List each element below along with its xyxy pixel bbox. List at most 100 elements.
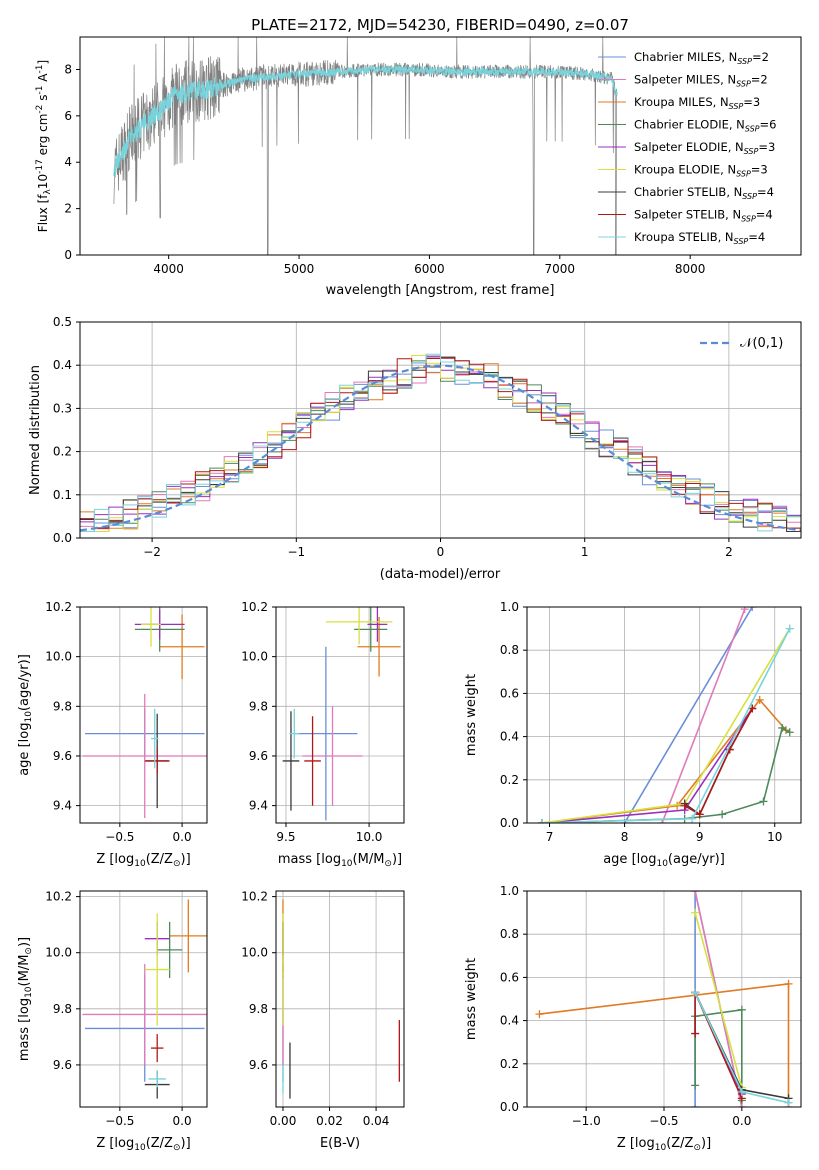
z-mass-point-salpeter-stelib [150, 1034, 164, 1063]
figure-title: PLATE=2172, MJD=54230, FIBERID=0490, z=0… [251, 16, 629, 34]
z-mass-point-chabrier-elodie [157, 921, 183, 978]
panel-age-weight: 7 8 9 10 0.0 0.2 0.4 0.6 0.8 1.0 age [log10​(age/y… [464, 600, 802, 869]
age-weight-ytick-label: 0.0 [500, 816, 519, 830]
mass-age-ytick-label: 10.2 [241, 600, 268, 614]
spectrum-ylabel: Flux [fλ​10-17​ erg cm-2​ s-1​ A-1​] [35, 60, 53, 232]
z-mass-ytick-label: 10.0 [45, 946, 72, 960]
z-weight-series-kroupa-stelib-marker [784, 1098, 793, 1107]
mass-age-data [282, 607, 401, 821]
panel-ebv-mass: 0.00 0.02 0.04 9.6 9.8 10.0 10.2 E(B-V) [241, 890, 405, 1151]
age-weight-xtick-label: 10 [767, 830, 782, 844]
z-weight-ytick-label: 0.0 [500, 1100, 519, 1114]
z-age-xtick-label: 0.0 [173, 830, 192, 844]
ebv-mass-ytick-label: 9.6 [249, 1058, 268, 1072]
age-weight-xtick-label: 8 [621, 830, 629, 844]
age-weight-frame [526, 606, 802, 824]
spectrum-xtick-label: 8000 [675, 262, 706, 276]
age-weight-ytick-label: 0.6 [500, 686, 519, 700]
z-mass-frame [79, 890, 208, 1108]
z-mass-grid [80, 891, 207, 1107]
z-weight-series-chabrier-elodie-line [694, 1008, 743, 1101]
mass-age-point-kroupa-miles [357, 616, 401, 677]
residuals-gaussian-curve [79, 364, 802, 532]
mass-age-ytick-label: 9.8 [249, 699, 268, 713]
z-weight-series-kroupa-elodie-marker [691, 908, 700, 917]
z-weight-ticks: −1.0 −0.5 0.0 0.0 0.2 0.4 0.6 0.8 1.0 [500, 884, 751, 1128]
z-mass-point-kroupa-stelib [148, 1070, 166, 1088]
mass-age-xtick-label: 9.5 [276, 830, 295, 844]
mass-age-xlabel: mass [log10​(M/M⊙​)] [278, 852, 402, 869]
z-age-ytick-label: 9.4 [53, 799, 72, 813]
age-weight-ticks: 7 8 9 10 0.0 0.2 0.4 0.6 0.8 1.0 [500, 600, 782, 844]
residuals-ytick-label: 0.3 [53, 401, 72, 415]
z-age-xtick-label: −0.5 [105, 830, 134, 844]
residuals-panel: −2 −1 0 1 2 0.0 0.1 0.2 0.3 0.4 0.5 𝒩(0,1) (data-m… [28, 315, 802, 582]
panel-z-age: −0.5 0.0 9.4 9.6 9.8 10.0 10.2 Z [log10​(Z/Z⊙​)… [17, 600, 208, 869]
residuals-ytick-label: 0.2 [53, 445, 72, 459]
ebv-mass-ytick-label: 10.2 [241, 890, 268, 904]
spectrum-ytick-label: 2 [64, 202, 72, 216]
mass-age-xtick-label: 10.0 [356, 830, 383, 844]
age-weight-series-chabrier-elodie-marker [785, 728, 794, 737]
age-weight-xtick-label: 9 [696, 830, 704, 844]
z-age-ytick-label: 10.0 [45, 650, 72, 664]
z-weight-xlabel: Z [log10​(Z/Z⊙​)] [617, 1136, 711, 1153]
z-age-ytick-label: 9.8 [53, 699, 72, 713]
z-weight-ytick-label: 0.4 [500, 1014, 519, 1028]
z-mass-point-kroupa-elodie [144, 913, 170, 1026]
residuals-legend: 𝒩(0,1) [700, 336, 783, 351]
spectrum-xtick-label: 6000 [414, 262, 445, 276]
spectrum-data [113, 36, 618, 256]
residuals-xtick-label: 0 [437, 545, 445, 559]
mass-age-ytick-label: 10.0 [241, 650, 268, 664]
spectrum-legend-label: Chabrier ELODIE, NSSP​=6 [634, 118, 776, 134]
ebv-mass-data [282, 899, 400, 1099]
z-age-ytick-label: 10.2 [45, 600, 72, 614]
age-weight-series-salpeter-stelib-line [684, 708, 753, 816]
spectrum-legend: Chabrier MILES, NSSP​=2 Salpeter MILES, N… [598, 50, 776, 246]
mass-age-point-salpeter-stelib [304, 716, 321, 806]
z-weight-xtick-label: 0.0 [732, 1114, 751, 1128]
residuals-xtick-label: 2 [725, 545, 733, 559]
spectrum-ticks: 4000 5000 6000 7000 8000 0 2 4 6 8 [64, 62, 705, 276]
ebv-mass-ytick-label: 9.8 [249, 1002, 268, 1016]
z-age-ytick-label: 9.6 [53, 749, 72, 763]
z-age-point-kroupa-stelib [150, 708, 159, 769]
residuals-ytick-label: 0.0 [53, 531, 72, 545]
z-weight-series-kroupa-stelib [691, 988, 793, 1107]
age-weight-ylabel: mass weight [464, 674, 479, 756]
spectrum-xtick-label: 7000 [545, 262, 576, 276]
mass-age-plot-area [276, 607, 404, 823]
z-weight-data [535, 891, 793, 1107]
ebv-mass-plot-area [276, 891, 404, 1107]
residuals-xtick-label: −2 [143, 545, 161, 559]
spectrum-ytick-label: 4 [64, 155, 72, 169]
residuals-ytick-label: 0.1 [53, 488, 72, 502]
residuals-ylabel: Normed distribution [28, 365, 43, 495]
residuals-ytick-label: 0.5 [53, 315, 72, 329]
spectrum-legend-label: Chabrier MILES, NSSP​=2 [634, 50, 769, 66]
z-weight-ytick-label: 0.2 [500, 1057, 519, 1071]
z-mass-ticks: −0.5 0.0 9.6 9.8 10.0 10.2 [45, 890, 191, 1128]
age-weight-ytick-label: 0.2 [500, 773, 519, 787]
ebv-mass-xtick-label: 0.02 [316, 1114, 343, 1128]
residuals-ticks: −2 −1 0 1 2 0.0 0.1 0.2 0.3 0.4 0.5 [53, 315, 733, 559]
mass-age-point-chabrier-miles [294, 646, 358, 821]
z-weight-ytick-label: 1.0 [500, 884, 519, 898]
z-weight-series-chabrier-miles-marker [691, 1103, 700, 1107]
z-weight-series-salpeter-stelib-marker [691, 1029, 700, 1038]
z-age-point-salpeter-stelib [144, 748, 170, 774]
residuals-legend-label: 𝒩(0,1) [740, 336, 783, 351]
z-weight-series-chabrier-elodie-marker [737, 1005, 746, 1014]
residuals-xtick-label: −1 [287, 545, 305, 559]
mass-age-ticks: 9.5 10.0 9.4 9.6 9.8 10.0 10.2 [241, 600, 382, 844]
residuals-xtick-label: 1 [581, 545, 589, 559]
z-weight-xtick-label: −0.5 [649, 1114, 678, 1128]
age-weight-series-salpeter-stelib-marker [695, 810, 704, 819]
spectrum-ytick-label: 6 [64, 109, 72, 123]
ebv-mass-ticks: 0.00 0.02 0.04 9.6 9.8 10.0 10.2 [241, 890, 389, 1128]
panel-mass-age: 9.5 10.0 9.4 9.6 9.8 10.0 10.2 mass [log10​(M/M… [241, 600, 405, 869]
z-weight-series-kroupa-elodie-line [694, 912, 743, 1088]
spectrum-xlabel: wavelength [Angstrom, rest frame] [326, 283, 555, 298]
